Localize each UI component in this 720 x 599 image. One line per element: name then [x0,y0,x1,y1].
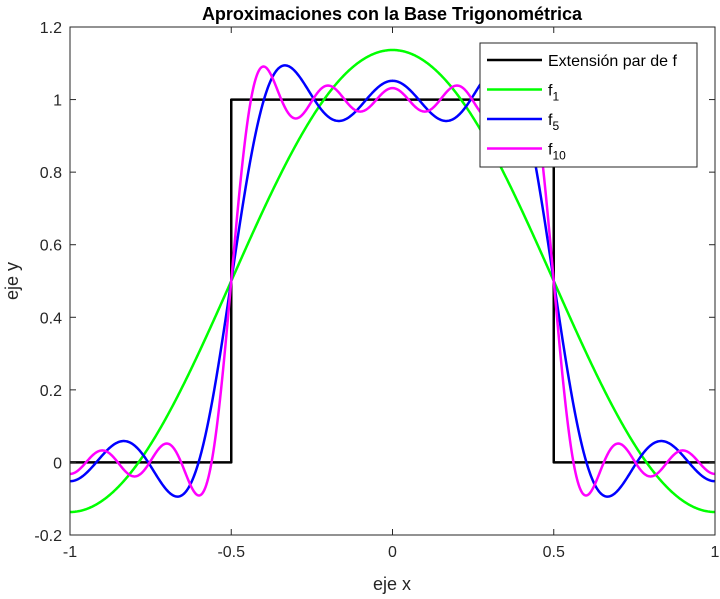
y-tick-label: 0.2 [40,383,62,400]
legend: Extensión par de f f1 f5 f10 [479,42,698,168]
series-line-f5 [70,64,715,498]
x-tick-label: 1 [711,544,720,561]
y-tick-label: 1.2 [40,20,62,37]
x-axis-label: eje x [373,574,411,594]
x-tick-label: -1 [63,544,77,561]
series-line-f10 [70,65,715,497]
y-tick-label: 0 [53,455,62,472]
axes-box [69,26,716,536]
chart-title: Aproximaciones con la Base Trigonométric… [202,4,583,24]
legend-label: Extensión par de f [548,53,678,70]
y-tick-label: 0.6 [40,238,62,255]
series-line-f1 [70,48,715,514]
legend-label: f5 [548,112,559,133]
series-layer [70,48,715,514]
x-tick-label: 0.5 [543,544,565,561]
y-tick-label: 1 [53,93,62,110]
legend-label: f1 [548,83,559,104]
y-tick-label: 0.8 [40,165,62,182]
y-tick-label: -0.2 [34,528,62,545]
y-tick-label: 0.4 [40,310,62,327]
x-tick-label: 0 [388,544,397,561]
ticks-layer: -1 -0.5 0 0.5 1 -0.2 0 0.2 0.4 0.6 0.8 1 1.2 [34,20,719,561]
series-line-extensi-n-par-de-f [70,98,715,464]
legend-box [479,42,698,168]
legend-label: f10 [548,142,566,163]
y-axis-label: eje y [2,262,22,300]
x-tick-label: -0.5 [217,544,245,561]
